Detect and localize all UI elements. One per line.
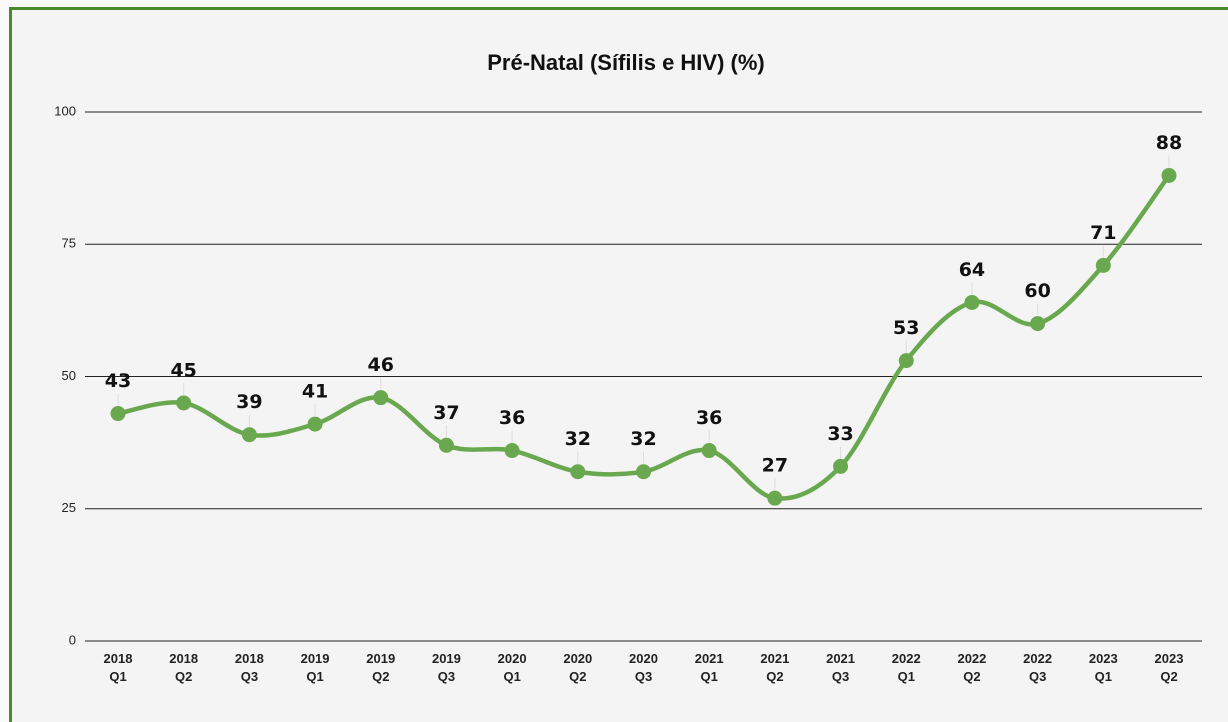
data-label: 33	[827, 423, 853, 445]
x-tick-label: 2019 Q2	[366, 651, 395, 684]
point	[1030, 316, 1046, 332]
data-label: 37	[433, 402, 459, 424]
point	[964, 294, 980, 310]
point	[504, 443, 520, 459]
x-tick-year: 2022	[892, 651, 921, 666]
x-tick-label: 2021 Q3	[826, 651, 855, 684]
line	[117, 174, 1171, 501]
data-label: 36	[499, 407, 525, 429]
point	[898, 353, 914, 369]
x-tick-quarter: Q1	[1095, 669, 1112, 684]
data-label: 32	[630, 428, 656, 450]
x-tick-label: 2020 Q2	[563, 651, 592, 684]
x-tick-year: 2019	[301, 651, 330, 666]
data-label: 45	[170, 359, 196, 381]
x-tick-year: 2020	[498, 651, 527, 666]
x-tick-quarter: Q3	[832, 669, 849, 684]
x-tick-quarter: Q1	[109, 669, 126, 684]
x-tick-label: 2019 Q3	[432, 651, 461, 684]
x-tick-quarter: Q3	[438, 669, 455, 684]
x-tick-year: 2019	[366, 651, 395, 666]
data-label: 64	[959, 259, 985, 281]
y-tick-label: 0	[69, 632, 76, 647]
x-tick-quarter: Q1	[306, 669, 323, 684]
data-label: 46	[368, 354, 394, 376]
point	[373, 390, 389, 406]
x-tick-quarter: Q2	[1160, 669, 1177, 684]
point	[438, 437, 454, 453]
y-tick-label: 25	[62, 500, 76, 515]
x-tick-label: 2020 Q1	[498, 651, 527, 684]
x-tick-label: 2023 Q2	[1155, 651, 1184, 684]
point	[110, 406, 126, 422]
y-tick-label: 50	[62, 368, 76, 383]
data-label: 27	[762, 455, 788, 477]
x-tick-quarter: Q2	[569, 669, 586, 684]
data-label: 36	[696, 407, 722, 429]
x-tick-quarter: Q1	[503, 669, 520, 684]
point	[570, 464, 586, 480]
x-tick-year: 2018	[235, 651, 264, 666]
x-tick-year: 2023	[1155, 651, 1184, 666]
data-label: 60	[1024, 280, 1050, 302]
x-tick-label: 2018 Q2	[169, 651, 198, 684]
point	[767, 490, 783, 506]
y-tick-label: 75	[62, 236, 76, 251]
x-tick-year: 2023	[1089, 651, 1118, 666]
point	[176, 395, 192, 411]
x-tick-label: 2021 Q2	[760, 651, 789, 684]
x-tick-quarter: Q1	[898, 669, 915, 684]
x-tick-year: 2021	[826, 651, 855, 666]
point	[1095, 257, 1111, 273]
point	[833, 458, 849, 474]
x-tick-year: 2019	[432, 651, 461, 666]
outer-top	[0, 0, 1228, 8]
x-tick-label: 2022 Q1	[892, 651, 921, 684]
x-tick-label: 2019 Q1	[301, 651, 330, 684]
x-tick-label: 2020 Q3	[629, 651, 658, 684]
x-tick-year: 2022	[1023, 651, 1052, 666]
x-tick-year: 2022	[957, 651, 986, 666]
border-top	[9, 7, 1228, 10]
x-tick-quarter: Q2	[175, 669, 192, 684]
x-tick-label: 2021 Q1	[695, 651, 724, 684]
x-tick-quarter: Q3	[635, 669, 652, 684]
data-label: 41	[302, 381, 328, 403]
data-label: 39	[236, 391, 262, 413]
x-tick-quarter: Q3	[1029, 669, 1046, 684]
x-tick-label: 2023 Q1	[1089, 651, 1118, 684]
x-tick-year: 2021	[760, 651, 789, 666]
outer-left	[0, 0, 9, 722]
x-tick-year: 2020	[629, 651, 658, 666]
y-tick-label: 100	[54, 103, 76, 118]
data-label: 53	[893, 317, 919, 339]
x-tick-quarter: Q2	[766, 669, 783, 684]
point	[307, 416, 323, 432]
x-tick-quarter: Q3	[241, 669, 258, 684]
x-tick-label: 2022 Q3	[1023, 651, 1052, 684]
x-tick-year: 2020	[563, 651, 592, 666]
x-tick-quarter: Q2	[963, 669, 980, 684]
border-left	[9, 7, 12, 722]
point	[701, 443, 717, 459]
point	[241, 427, 257, 443]
data-label: 71	[1090, 222, 1116, 244]
x-tick-label: 2022 Q2	[957, 651, 986, 684]
data-label: 32	[565, 428, 591, 450]
x-tick-label: 2018 Q3	[235, 651, 264, 684]
point	[636, 464, 651, 480]
chart-title: Pré-Natal (Sífilis e HIV) (%)	[487, 50, 765, 75]
point	[1161, 167, 1177, 183]
x-tick-year: 2018	[169, 651, 198, 666]
x-tick-quarter: Q1	[701, 669, 718, 684]
x-tick-quarter: Q2	[372, 669, 389, 684]
x-tick-year: 2018	[104, 651, 133, 666]
x-tick-year: 2021	[695, 651, 724, 666]
data-label: 43	[105, 370, 131, 392]
x-tick-label: 2018 Q1	[104, 651, 133, 684]
data-label: 88	[1156, 132, 1182, 154]
